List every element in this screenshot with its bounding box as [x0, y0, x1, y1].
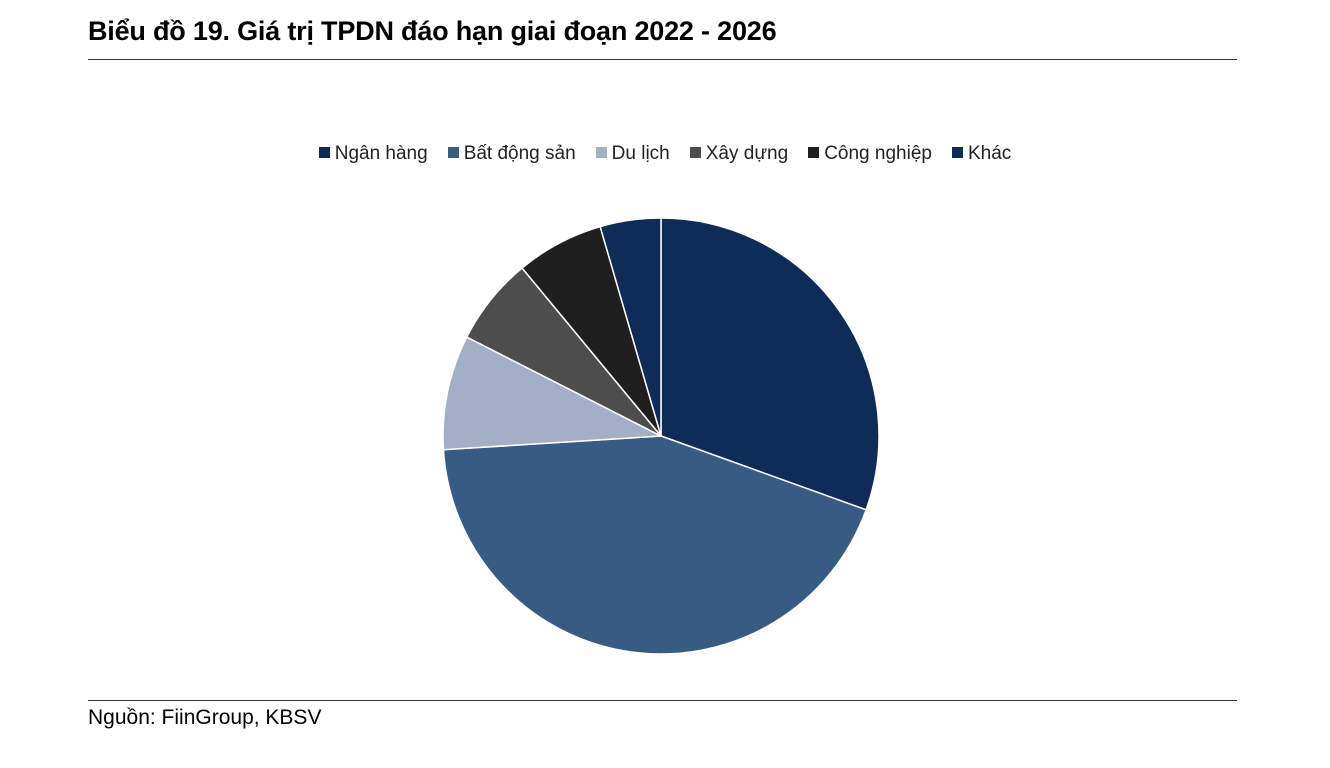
legend-swatch: [447, 147, 459, 158]
legend-item: Du lịch: [595, 143, 670, 165]
legend-item: Công nghiệp: [808, 143, 932, 165]
pie-slice-1: [660, 217, 880, 511]
legend-item: Xây dựng: [689, 143, 789, 165]
legend-swatch: [951, 147, 963, 158]
pie-slice-2: [442, 435, 868, 655]
chart-title: Biểu đồ 19. Giá trị TPDN đáo hạn giai đo…: [88, 16, 777, 46]
legend-swatch: [318, 147, 330, 158]
legend-label: Bất động sản: [463, 143, 576, 164]
legend-item: Bất động sản: [447, 143, 576, 165]
legend-swatch: [595, 147, 607, 158]
pie-slice-6: [599, 217, 662, 437]
legend-swatch: [689, 147, 701, 158]
legend-item: Ngân hàng: [318, 143, 428, 165]
top-divider: [88, 59, 1237, 60]
legend-label: Khác: [967, 143, 1012, 164]
legend-label: Ngân hàng: [334, 143, 428, 164]
pie-slice-3: [442, 336, 664, 451]
legend-label: Công nghiệp: [824, 143, 932, 164]
legend-label: Xây dựng: [705, 143, 789, 164]
chart-legend: Ngân hàng Bất động sản Du lịch Xây dựng Công…: [0, 143, 1330, 165]
source-note: Nguồn: FiinGroup, KBSV: [88, 706, 322, 729]
bottom-divider: [88, 700, 1237, 701]
legend-item: Khác: [951, 143, 1012, 165]
legend-swatch: [808, 147, 820, 158]
legend-label: Du lịch: [611, 143, 670, 164]
